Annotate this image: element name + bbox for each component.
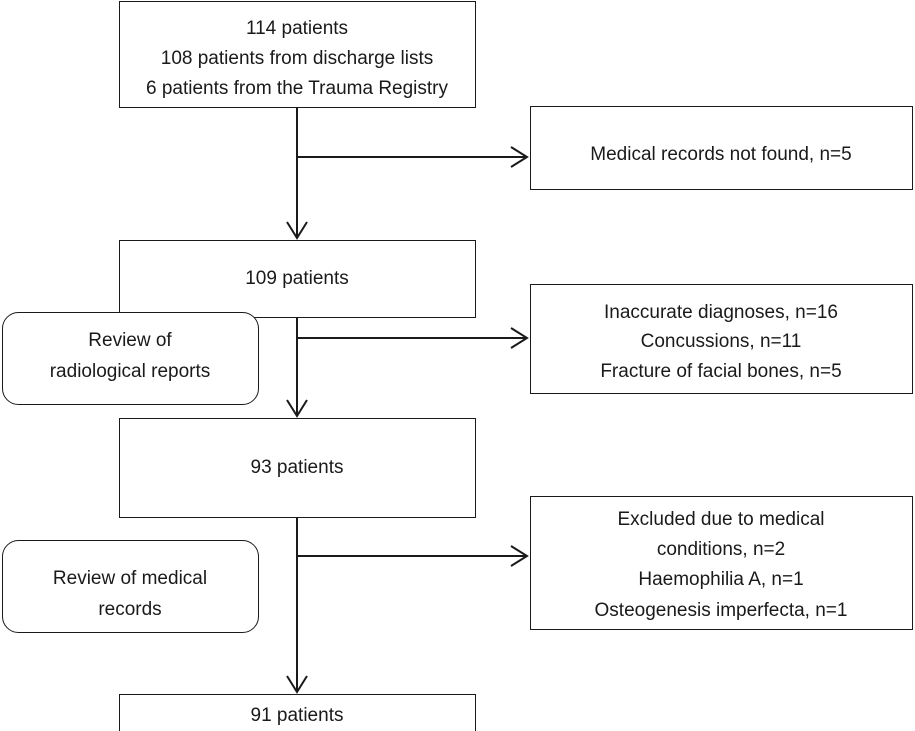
box xyxy=(530,496,913,630)
node-text: Review of xyxy=(88,330,172,351)
arrowhead xyxy=(510,545,529,567)
node-text: Fracture of facial bones, n=5 xyxy=(600,361,841,382)
node-text: Concussions, n=11 xyxy=(641,331,802,352)
box xyxy=(119,418,476,518)
node-text: 91 patients xyxy=(251,705,344,726)
node-text: conditions, n=2 xyxy=(657,539,785,560)
node-text: 109 patients xyxy=(245,268,349,289)
node-text: radiological reports xyxy=(50,361,211,382)
box xyxy=(119,240,476,318)
node-text: Review of medical xyxy=(53,568,207,589)
node-text: 93 patients xyxy=(251,457,344,478)
node-text: Medical records not found, n=5 xyxy=(590,144,851,165)
node-text: Inaccurate diagnoses, n=16 xyxy=(604,302,838,323)
rounded-box xyxy=(2,312,259,405)
node-text: records xyxy=(98,599,161,620)
arrowhead xyxy=(286,675,308,694)
arrowhead xyxy=(510,327,529,349)
node-text: Excluded due to medical xyxy=(617,509,824,530)
box xyxy=(530,106,913,190)
box xyxy=(530,284,913,394)
node-text: 6 patients from the Trauma Registry xyxy=(146,78,449,99)
rounded-box xyxy=(2,540,259,633)
box xyxy=(119,694,476,731)
box xyxy=(119,1,476,108)
arrowhead xyxy=(286,399,308,418)
node-text: 108 patients from discharge lists xyxy=(161,48,433,69)
arrowhead xyxy=(510,146,529,168)
node-text: Osteogenesis imperfecta, n=1 xyxy=(595,600,848,621)
arrowhead xyxy=(286,221,308,240)
node-text: 114 patients xyxy=(246,18,348,39)
node-text: Haemophilia A, n=1 xyxy=(638,569,803,590)
